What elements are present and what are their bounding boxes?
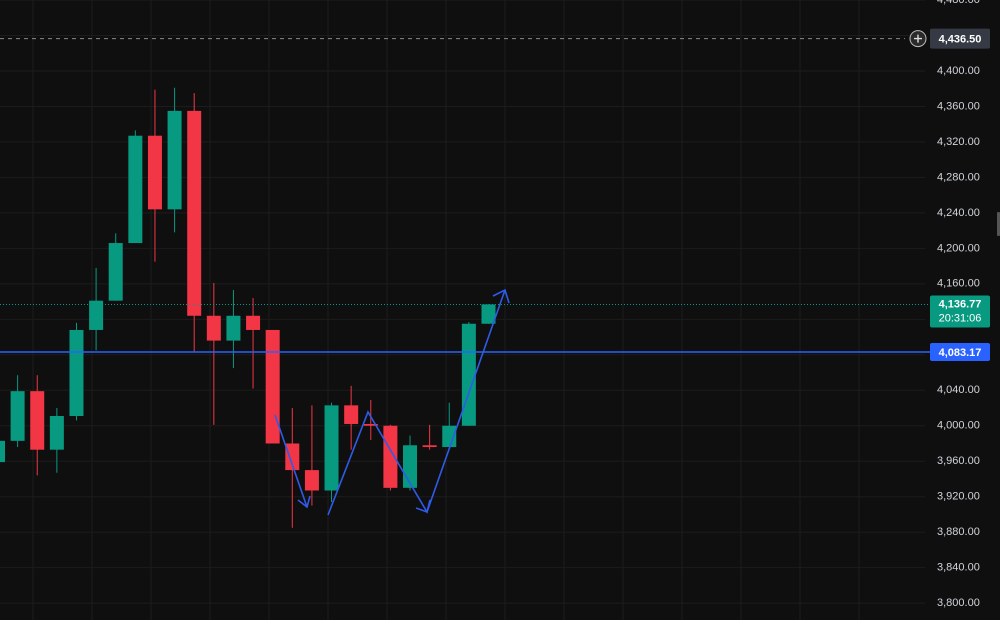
candle-body [363,423,378,426]
y-tick-label: 4,360.00 [937,100,980,112]
y-tick-label: 4,480.00 [937,0,980,6]
y-tick-label: 3,840.00 [937,562,980,574]
candle-body [206,315,221,341]
y-tick-label: 4,280.00 [937,171,980,183]
crosshair-label-box [930,28,990,49]
arrow-head [415,499,431,514]
arrow-line [327,289,506,516]
y-tick-label: 3,800.00 [937,597,980,609]
add-icon [914,34,922,43]
y-tick-label: 4,320.00 [937,136,980,148]
candle-body [0,440,5,463]
candle-body [167,110,182,210]
candle-body [10,391,25,441]
vertical-grid [32,0,860,620]
candle-body [49,415,64,450]
candle-body [108,243,123,301]
arrow-head [297,495,311,509]
y-tick-label: 4,000.00 [937,420,980,432]
candle-body [481,304,496,324]
last-price-label: 4,136.77 [939,298,982,310]
arrow-head [492,288,510,304]
candle-body [128,135,143,244]
last-price-box [930,295,990,328]
crosshair-label: 4,436.50 [939,33,982,45]
candle-body [403,445,418,488]
candle-body [226,315,241,341]
y-tick-label: 4,240.00 [937,207,980,219]
candle-body [422,445,437,448]
candle-body [69,329,84,416]
y-tick-label: 3,880.00 [937,526,980,538]
y-tick-label: 3,920.00 [937,491,980,503]
candle-body [461,323,476,426]
y-tick-label: 4,160.00 [937,278,980,290]
candle-body [442,425,457,448]
candle-body [30,391,45,450]
drawing-arrows [274,288,510,516]
candle-body [246,315,261,330]
scroll-handle[interactable] [997,212,1000,236]
y-tick-label: 4,400.00 [937,65,980,77]
candle-body [285,443,300,471]
y-tick-label: 4,200.00 [937,242,980,254]
candle-body [147,135,162,210]
candle-body [89,300,104,330]
candle-body [344,405,359,424]
y-tick-label: 3,960.00 [937,455,980,467]
candle-body [324,405,339,491]
countdown: 20:31:06 [939,312,982,324]
y-tick-label: 4,040.00 [937,384,980,396]
candle-body [187,110,202,316]
candle-body [265,329,280,444]
hline-label: 4,083.17 [939,347,982,359]
arrow-line [274,414,308,508]
candle-body [304,470,319,491]
candle-body [383,425,398,488]
hline-label-box [930,342,990,361]
